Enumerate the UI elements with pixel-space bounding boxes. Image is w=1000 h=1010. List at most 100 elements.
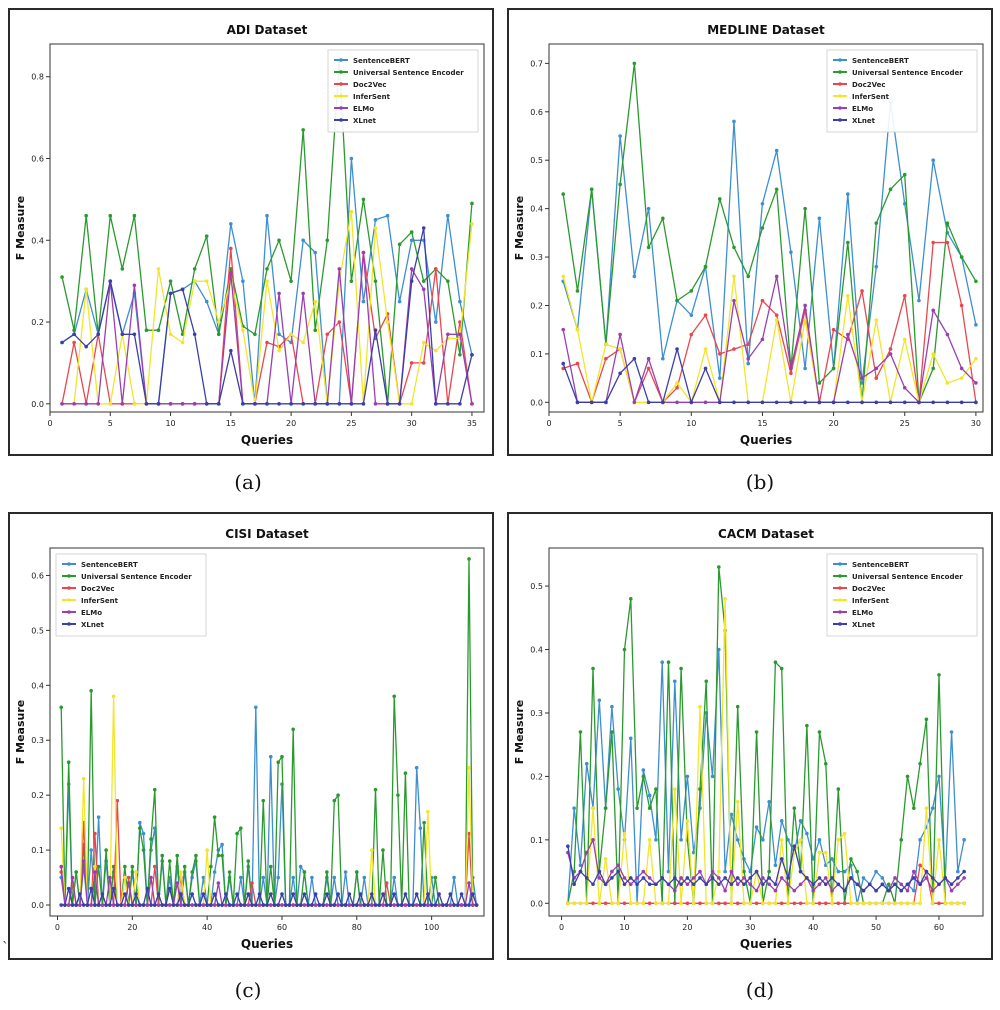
data-point bbox=[354, 903, 359, 907]
data-point bbox=[96, 864, 101, 869]
data-point bbox=[672, 876, 677, 880]
data-point bbox=[962, 876, 966, 880]
data-point bbox=[59, 864, 64, 869]
data-point bbox=[959, 376, 964, 380]
data-point bbox=[616, 787, 620, 791]
data-point bbox=[561, 361, 566, 366]
data-point bbox=[761, 882, 765, 887]
data-point bbox=[265, 402, 269, 406]
data-point bbox=[242, 903, 247, 907]
data-point bbox=[831, 366, 836, 371]
data-point bbox=[171, 903, 176, 907]
y-tick-label: 0.3 bbox=[530, 253, 543, 262]
data-point bbox=[959, 400, 964, 405]
data-point bbox=[691, 850, 696, 855]
data-point bbox=[874, 376, 879, 380]
data-point bbox=[108, 875, 112, 880]
data-point bbox=[168, 332, 173, 337]
chart-panel-adi: ADI Dataset 0 5 10 15 20 25 30 35 0.0 0.2 0.4 0.6 0.8… bbox=[8, 8, 494, 456]
data-point bbox=[817, 882, 822, 887]
data-point bbox=[880, 882, 885, 887]
data-point bbox=[689, 289, 694, 293]
data-point bbox=[610, 730, 614, 734]
data-point bbox=[433, 402, 438, 406]
data-point bbox=[216, 332, 221, 337]
data-point bbox=[72, 332, 76, 337]
data-point bbox=[216, 402, 221, 406]
data-point bbox=[204, 234, 209, 238]
data-point bbox=[632, 61, 637, 66]
data-point bbox=[253, 402, 257, 406]
data-point bbox=[902, 293, 907, 298]
data-point bbox=[798, 819, 803, 823]
legend-marker bbox=[838, 610, 842, 614]
data-point bbox=[446, 402, 450, 406]
data-point bbox=[332, 903, 337, 907]
data-point bbox=[74, 903, 78, 907]
data-point bbox=[732, 274, 736, 279]
data-point bbox=[216, 320, 221, 324]
data-point bbox=[760, 201, 765, 206]
data-point bbox=[886, 888, 891, 893]
data-point bbox=[661, 400, 665, 405]
legend-box bbox=[826, 49, 978, 133]
data-point bbox=[811, 882, 815, 887]
data-point bbox=[754, 825, 759, 829]
data-point bbox=[846, 192, 850, 196]
data-point bbox=[84, 287, 88, 292]
series-xlnet bbox=[566, 844, 966, 893]
data-point bbox=[836, 869, 841, 874]
legend-label-doc2vec: Doc2Vec bbox=[852, 585, 886, 593]
data-point bbox=[647, 901, 652, 906]
data-point bbox=[742, 876, 746, 880]
data-point bbox=[239, 903, 243, 907]
data-point bbox=[392, 892, 397, 896]
legend-marker bbox=[838, 94, 842, 98]
data-point bbox=[792, 901, 797, 906]
data-point bbox=[761, 876, 765, 880]
data-point bbox=[754, 901, 759, 906]
data-point bbox=[591, 666, 595, 671]
data-point bbox=[70, 903, 75, 907]
data-point bbox=[458, 402, 462, 406]
data-point bbox=[628, 596, 633, 601]
data-point bbox=[144, 328, 149, 333]
data-point bbox=[760, 337, 765, 342]
data-point bbox=[902, 201, 907, 206]
data-point bbox=[216, 881, 221, 885]
data-point bbox=[301, 402, 305, 406]
data-point bbox=[779, 819, 784, 823]
data-point bbox=[78, 892, 82, 896]
legend-label-elmo: ELMo bbox=[353, 105, 374, 113]
data-point bbox=[943, 876, 948, 880]
data-point bbox=[268, 892, 273, 896]
data-point bbox=[912, 806, 916, 810]
data-point bbox=[660, 876, 665, 880]
data-point bbox=[354, 870, 359, 874]
legend-marker bbox=[67, 562, 71, 566]
data-point bbox=[603, 882, 608, 887]
data-point bbox=[618, 371, 622, 376]
y-tick-label: 0.0 bbox=[31, 901, 44, 910]
data-point bbox=[610, 901, 614, 906]
data-point bbox=[685, 901, 690, 906]
data-point bbox=[689, 332, 694, 337]
data-point bbox=[786, 838, 790, 842]
data-point bbox=[192, 267, 197, 271]
legend-label-elmo: ELMo bbox=[852, 105, 873, 113]
data-point bbox=[698, 869, 702, 874]
y-tick-label: 0.5 bbox=[31, 626, 44, 635]
data-point bbox=[618, 134, 622, 138]
data-point bbox=[774, 187, 779, 192]
data-point bbox=[111, 694, 116, 699]
data-point bbox=[126, 903, 131, 907]
x-tick-label: 5 bbox=[618, 419, 623, 428]
legend-marker bbox=[67, 574, 71, 578]
data-point bbox=[717, 647, 721, 652]
data-point bbox=[89, 689, 93, 693]
data-point bbox=[584, 901, 589, 906]
y-tick-label: 0.6 bbox=[530, 108, 543, 117]
series-line-elmo bbox=[60, 860, 477, 906]
caption-c: (c) bbox=[234, 978, 262, 1002]
legend-marker bbox=[838, 106, 842, 110]
